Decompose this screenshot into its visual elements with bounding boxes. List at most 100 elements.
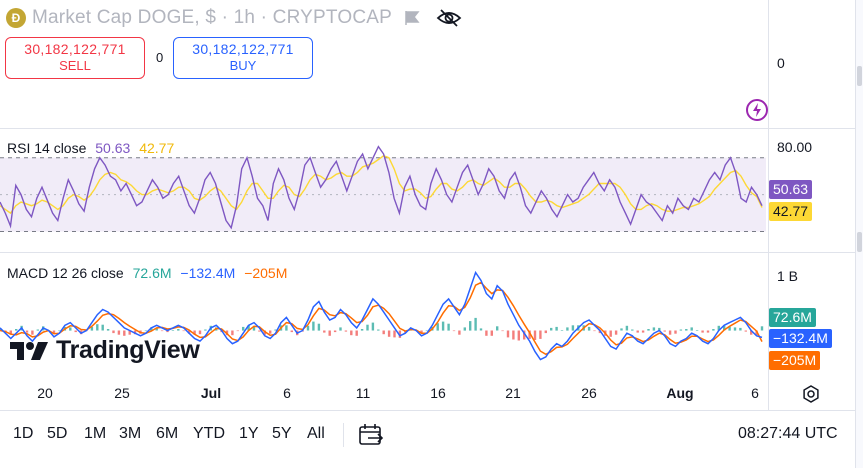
time-axis[interactable]: 20 25 Jul 6 11 16 21 26 Aug 6 <box>0 385 768 405</box>
rsi-value-tag: 50.63 <box>769 180 813 199</box>
macd-histogram-bar <box>177 329 180 331</box>
macd-histogram-bar <box>674 330 677 334</box>
macd-histogram-bar <box>96 324 99 331</box>
macd-histogram-bar <box>490 330 493 336</box>
rsi-legend-value: 50.63 <box>95 140 131 156</box>
macd-histogram-bar <box>90 326 94 331</box>
scrollbar-thumb[interactable] <box>857 66 862 86</box>
chart-canvas[interactable] <box>0 0 768 410</box>
macd-histogram-bar <box>469 321 472 331</box>
macd-signal-legend-value: −205M <box>244 265 288 281</box>
macd-histogram-bar <box>560 330 564 331</box>
macd-histogram-bar <box>242 326 245 331</box>
range-button-all[interactable]: All <box>307 425 325 442</box>
macd-histogram-bar <box>625 325 629 331</box>
rsi-ma-line <box>0 155 763 215</box>
macd-histogram-bar <box>371 322 375 331</box>
macd-histogram-bar <box>144 330 148 332</box>
calendar-goto-icon[interactable] <box>358 423 384 447</box>
utc-clock[interactable]: 08:27:44 UTC <box>738 425 838 442</box>
macd-histogram-bar <box>712 329 715 331</box>
macd-histogram-bar <box>317 323 321 331</box>
macd-histogram-bar <box>555 326 558 331</box>
macd-line-legend-value: −132.4M <box>180 265 236 281</box>
macd-histogram-bar <box>739 327 742 331</box>
scrollbar-thumb[interactable] <box>857 232 862 252</box>
macd-histogram-bar <box>420 330 423 334</box>
macd-histogram-bar <box>631 329 634 331</box>
pane-separator[interactable] <box>0 128 855 129</box>
range-button-5y[interactable]: 5Y <box>272 425 292 442</box>
macd-histogram-bar <box>123 330 126 336</box>
macd-histogram-bar <box>398 330 402 338</box>
macd-histogram-bar <box>652 327 656 331</box>
macd-histogram-bar <box>506 330 510 338</box>
macd-legend-name[interactable]: MACD 12 26 close <box>7 265 124 281</box>
macd-histogram-bar <box>593 330 596 332</box>
macd-line <box>0 270 763 361</box>
macd-histogram-bar <box>571 325 575 331</box>
sell-button[interactable]: 30,182,122,771 SELL <box>5 37 145 79</box>
macd-histogram-bar <box>501 330 504 332</box>
range-button-1y[interactable]: 1Y <box>239 425 259 442</box>
macd-histogram-bar <box>485 330 488 336</box>
buy-button[interactable]: 30,182,122,771 BUY <box>173 37 313 79</box>
range-button-1m[interactable]: 1M <box>84 425 107 442</box>
macd-legend: MACD 12 26 close 72.6M −132.4M −205M <box>7 265 292 281</box>
macd-histogram-bar <box>69 327 72 331</box>
time-tick: 25 <box>114 385 130 401</box>
sell-price: 30,182,122,771 <box>24 41 126 57</box>
macd-histogram-bar <box>128 330 131 335</box>
settings-icon[interactable] <box>802 385 820 403</box>
macd-histogram-bar <box>706 330 710 333</box>
time-tick: 20 <box>37 385 53 401</box>
range-button-ytd[interactable]: YTD <box>193 425 225 442</box>
macd-histogram-bar <box>701 330 704 333</box>
macd-histogram-bar <box>31 330 34 335</box>
macd-histogram-bar <box>523 330 526 340</box>
range-button-5d[interactable]: 5D <box>47 425 68 442</box>
macd-histogram-bar <box>328 330 331 336</box>
macd-histogram-bar <box>112 330 115 334</box>
macd-histogram-bar <box>263 330 266 335</box>
macd-histogram-bar <box>658 327 661 331</box>
macd-histogram-bar <box>155 327 158 331</box>
flag-icon[interactable] <box>404 10 420 26</box>
macd-histogram-bar <box>182 330 185 332</box>
symbol-title[interactable]: Market Cap DOGE, $ · 1h · CRYPTOCAP <box>32 7 393 28</box>
macd-histogram-bar <box>393 330 396 338</box>
macd-histogram-bar <box>231 330 234 336</box>
macd-axis-label: 1 B <box>777 268 799 284</box>
range-button-3m[interactable]: 3M <box>119 425 142 442</box>
macd-histogram-bar <box>517 330 520 341</box>
macd-signal-tag: −205M <box>769 351 821 370</box>
price-axis-border <box>768 0 769 410</box>
macd-histogram-bar <box>377 329 380 331</box>
eye-off-icon[interactable] <box>436 8 462 28</box>
pane-separator[interactable] <box>0 252 855 253</box>
macd-histogram-bar <box>728 326 731 331</box>
time-tick: Jul <box>200 385 222 401</box>
macd-histogram-bar <box>274 329 277 331</box>
macd-histogram-bar <box>117 330 121 335</box>
rsi-legend: RSI 14 close 50.63 42.77 <box>7 140 179 156</box>
range-button-6m[interactable]: 6M <box>156 425 179 442</box>
macd-histogram-bar <box>441 321 445 331</box>
macd-histogram-bar <box>150 327 153 331</box>
range-button-1d[interactable]: 1D <box>13 425 34 442</box>
lightning-icon[interactable] <box>745 98 769 122</box>
bottom-toolbar: 1D 5D 1M 3M 6M YTD 1Y 5Y All 08:27:44 UTC <box>0 410 855 468</box>
macd-histogram-bar <box>312 321 315 331</box>
buy-price: 30,182,122,771 <box>192 41 294 57</box>
macd-histogram-bar <box>614 330 618 335</box>
macd-histogram-bar <box>690 327 693 331</box>
rsi-legend-name[interactable]: RSI 14 close <box>7 140 87 156</box>
tradingview-logo[interactable]: TradingView <box>10 336 200 365</box>
macd-histogram-bar <box>544 330 547 334</box>
macd-histogram-bar <box>382 330 385 335</box>
macd-histogram-bar <box>533 330 537 340</box>
macd-histogram-bar <box>641 330 645 333</box>
macd-hist-legend-value: 72.6M <box>132 265 172 281</box>
macd-histogram-bar <box>387 330 391 337</box>
time-tick: 6 <box>751 385 759 401</box>
